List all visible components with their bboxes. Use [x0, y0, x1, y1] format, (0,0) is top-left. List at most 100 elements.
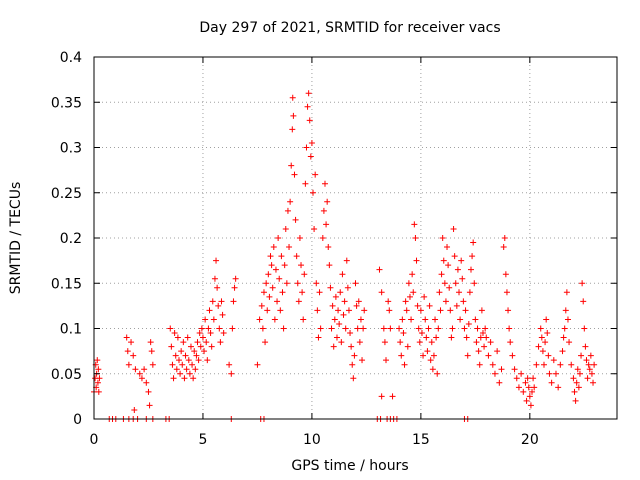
- data-point: [207, 330, 214, 337]
- data-point: [376, 266, 383, 273]
- data-point: [381, 339, 388, 346]
- data-point: [543, 316, 550, 323]
- data-point: [505, 307, 512, 314]
- data-point: [213, 257, 220, 264]
- data-point: [185, 357, 192, 364]
- data-point: [94, 379, 101, 386]
- data-point: [432, 316, 439, 323]
- data-point: [570, 375, 577, 382]
- data-point: [396, 325, 403, 332]
- data-point: [216, 325, 223, 332]
- data-point: [177, 370, 184, 377]
- data-point: [301, 271, 308, 278]
- data-point: [184, 334, 191, 341]
- data-point: [385, 298, 392, 305]
- data-point: [523, 397, 530, 404]
- y-tick-label: 0.15: [51, 276, 82, 292]
- data-point: [571, 388, 578, 395]
- data-point: [559, 348, 566, 355]
- data-point: [398, 352, 405, 359]
- data-point: [463, 334, 470, 341]
- data-point: [286, 244, 293, 251]
- data-point: [175, 357, 182, 364]
- data-point: [136, 370, 143, 377]
- data-point: [179, 361, 186, 368]
- data-point: [500, 244, 507, 251]
- data-point: [196, 330, 203, 337]
- data-point: [501, 235, 508, 241]
- data-point: [520, 388, 527, 395]
- data-point: [283, 280, 290, 287]
- data-point: [527, 402, 534, 409]
- data-point: [442, 298, 449, 305]
- data-point: [583, 357, 590, 364]
- data-point: [439, 235, 446, 241]
- data-point: [576, 370, 583, 377]
- data-point: [491, 370, 498, 377]
- data-point: [585, 361, 592, 368]
- data-point: [181, 375, 188, 382]
- data-point: [211, 275, 218, 282]
- data-point: [503, 289, 510, 296]
- data-point: [254, 361, 261, 368]
- data-point: [535, 343, 542, 350]
- data-point: [562, 307, 569, 314]
- data-point: [449, 325, 456, 332]
- y-tick-label: 0.1: [60, 322, 82, 338]
- data-point: [209, 298, 216, 305]
- data-point: [148, 348, 155, 355]
- data-point: [351, 352, 358, 359]
- data-point: [193, 352, 200, 359]
- data-point: [306, 117, 313, 124]
- data-point: [327, 284, 334, 291]
- y-tick-label: 0.3: [60, 141, 82, 157]
- data-point: [217, 339, 224, 346]
- data-point: [574, 366, 581, 373]
- data-point: [289, 126, 296, 133]
- data-point: [269, 284, 276, 291]
- data-point: [256, 316, 263, 323]
- data-point: [289, 94, 296, 101]
- data-point: [182, 352, 189, 359]
- data-point: [230, 298, 237, 305]
- x-tick-label: 20: [521, 432, 539, 448]
- data-point: [356, 339, 363, 346]
- data-point: [326, 262, 333, 269]
- data-point: [260, 289, 267, 296]
- data-point: [266, 293, 273, 300]
- data-point: [337, 289, 344, 296]
- data-point: [378, 289, 385, 296]
- data-point: [278, 253, 285, 260]
- y-tick-label: 0: [73, 412, 82, 428]
- x-axis-label: GPS time / hours: [291, 458, 408, 474]
- data-point: [450, 225, 457, 232]
- data-point: [437, 307, 444, 314]
- data-point: [305, 90, 312, 97]
- data-point: [509, 352, 516, 359]
- data-point: [531, 384, 538, 391]
- data-point: [174, 334, 181, 341]
- data-point: [591, 361, 598, 368]
- data-point: [192, 366, 199, 373]
- data-point: [355, 298, 362, 305]
- data-point: [433, 334, 440, 341]
- data-point: [95, 388, 102, 395]
- data-point: [138, 375, 145, 382]
- data-point: [265, 271, 272, 278]
- data-point: [348, 343, 355, 350]
- data-point: [124, 348, 131, 355]
- data-point: [560, 334, 567, 341]
- data-point: [474, 325, 481, 332]
- y-tick-label: 0.35: [51, 95, 82, 111]
- data-point: [204, 357, 211, 364]
- data-point: [426, 302, 433, 309]
- data-point: [276, 275, 283, 282]
- data-point: [579, 280, 586, 287]
- data-point: [572, 397, 579, 404]
- data-point: [335, 307, 342, 314]
- data-point: [317, 325, 324, 332]
- data-point: [427, 357, 434, 364]
- y-axis-label: SRMTID / TECUs: [8, 182, 24, 295]
- data-point: [414, 302, 421, 309]
